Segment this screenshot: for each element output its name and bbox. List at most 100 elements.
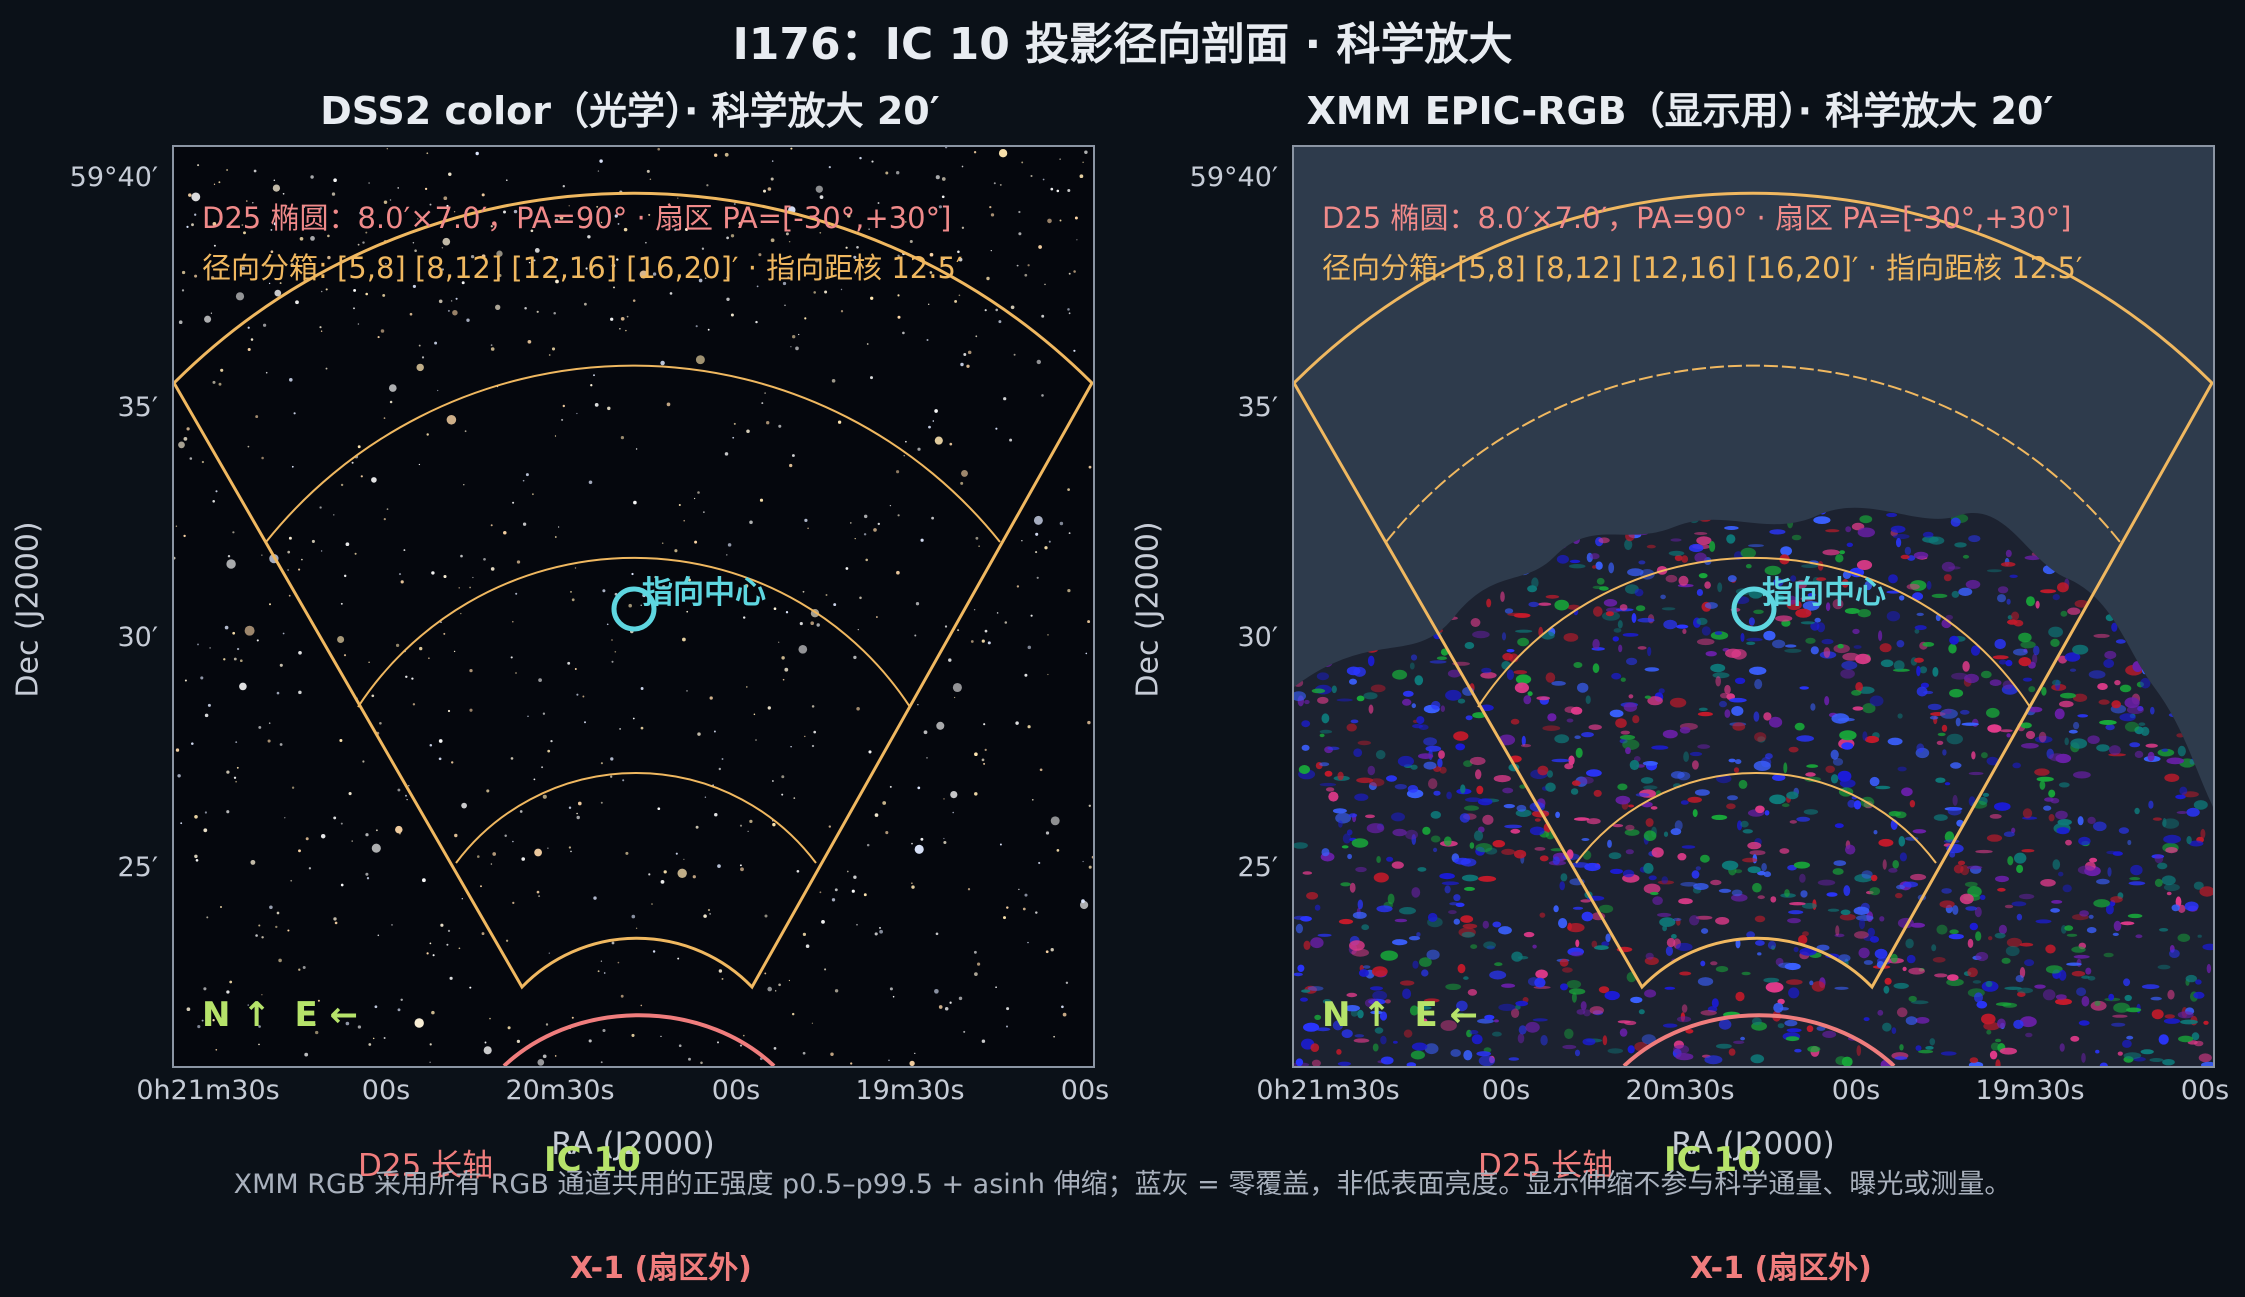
xmm-noise-blob xyxy=(2103,952,2114,958)
xmm-noise-blob xyxy=(1338,918,1354,925)
xmm-noise-blob xyxy=(1471,1034,1483,1045)
dss2-image-panel[interactable]: D25 椭圆：8.0′×7.0′，PA=90° · 扇区 PA=[-30°,+3… xyxy=(172,145,1095,1068)
xmm-noise-blob xyxy=(1651,745,1669,750)
xmm-noise-blob xyxy=(1658,688,1665,694)
xmm-noise-blob xyxy=(1609,709,1624,718)
star xyxy=(995,308,998,312)
xmm-noise-blob xyxy=(2128,881,2146,886)
xmm-noise-blob xyxy=(1772,639,1786,649)
xmm-noise-blob xyxy=(1572,535,1580,544)
star xyxy=(450,300,453,302)
xmm-noise-blob xyxy=(1825,602,1831,612)
xmm-noise-blob xyxy=(1510,828,1521,834)
xmm-noise-blob xyxy=(1696,589,1703,596)
xmm-noise-blob xyxy=(1742,829,1753,834)
xmm-noise-blob xyxy=(1773,578,1784,587)
xmm-noise-blob xyxy=(1356,695,1365,702)
star xyxy=(1061,1005,1064,1009)
star xyxy=(429,1061,431,1063)
xmm-noise-blob xyxy=(1361,924,1370,931)
star xyxy=(1087,720,1091,725)
xmm-noise-blob xyxy=(1643,785,1658,790)
star xyxy=(189,457,193,460)
xmm-noise-blob xyxy=(2028,686,2036,693)
star xyxy=(953,696,956,699)
xmm-noise-blob xyxy=(1482,920,1489,929)
star xyxy=(628,603,632,608)
xmm-noise-blob xyxy=(1932,667,1939,677)
star xyxy=(527,715,529,717)
xmm-noise-blob xyxy=(1315,1027,1331,1032)
xmm-noise-blob xyxy=(1916,612,1924,616)
star xyxy=(854,537,856,540)
star xyxy=(282,632,285,635)
xmm-noise-blob xyxy=(1746,637,1763,642)
xmm-noise-blob xyxy=(1433,847,1438,853)
star xyxy=(432,954,435,957)
star xyxy=(226,559,236,569)
xmm-noise-blob xyxy=(1867,927,1875,937)
star xyxy=(594,403,599,407)
xmm-noise-blob xyxy=(2106,577,2125,585)
star xyxy=(872,265,875,268)
star xyxy=(284,817,286,819)
star xyxy=(857,628,859,631)
star xyxy=(235,292,245,301)
star xyxy=(616,258,619,261)
star xyxy=(380,329,385,333)
ytick-label: 30′ xyxy=(1237,622,1279,653)
xmm-noise-blob xyxy=(1916,686,1928,697)
xmm-noise-blob xyxy=(1529,826,1545,836)
xmm-noise-blob xyxy=(2020,641,2036,649)
xmm-noise-blob xyxy=(2124,994,2132,1002)
xmm-noise-blob xyxy=(1371,966,1388,977)
star xyxy=(542,1054,547,1059)
xmm-noise-blob xyxy=(1770,896,1777,903)
star xyxy=(454,833,458,838)
star xyxy=(654,575,657,579)
star xyxy=(379,721,382,725)
xmm-noise-blob xyxy=(2077,865,2096,875)
xmm-noise-blob xyxy=(2165,683,2173,692)
xmm-noise-blob xyxy=(2122,1039,2132,1048)
xmm-noise-blob xyxy=(2093,821,2107,832)
xmm-noise-blob xyxy=(1975,951,1989,962)
sector-outline xyxy=(1294,191,2213,990)
xmm-noise-blob xyxy=(1841,579,1849,588)
xmm-noise-blob xyxy=(1823,647,1831,658)
xmm-noise-blob xyxy=(1788,746,1799,753)
xmm-noise-blob xyxy=(1325,787,1335,792)
xmm-noise-blob xyxy=(2003,831,2015,837)
star xyxy=(701,247,705,250)
xmm-noise-blob xyxy=(1994,802,2011,811)
xmm-noise-blob xyxy=(1908,967,1925,975)
star xyxy=(313,1023,316,1026)
xmm-noise-blob xyxy=(1899,1044,1904,1051)
star xyxy=(692,875,696,879)
xmm-noise-blob xyxy=(1798,935,1808,945)
xmm-noise-blob xyxy=(1947,807,1962,816)
star xyxy=(241,266,246,271)
xmm-noise-blob xyxy=(1906,583,1920,590)
star xyxy=(635,927,638,929)
xmm-image-panel[interactable]: D25 椭圆：8.0′×7.0′，PA=90° · 扇区 PA=[-30°,+3… xyxy=(1292,145,2215,1068)
star xyxy=(414,249,417,252)
star xyxy=(640,1004,643,1007)
dss2-starfield xyxy=(174,147,1093,1066)
xmm-noise-blob xyxy=(1453,918,1460,925)
star xyxy=(914,634,917,637)
star xyxy=(340,822,343,825)
xmm-noise-blob xyxy=(1995,875,2009,883)
star xyxy=(389,199,392,201)
xmm-noise-blob xyxy=(1882,859,1887,870)
xmm-noise-blob xyxy=(2135,934,2143,939)
star xyxy=(446,204,449,208)
star xyxy=(391,924,393,926)
star xyxy=(684,227,689,232)
star xyxy=(269,905,273,910)
xmm-noise-blob xyxy=(2188,685,2197,694)
star xyxy=(547,749,551,753)
star xyxy=(717,1041,719,1044)
star xyxy=(531,493,534,496)
star xyxy=(935,932,939,936)
